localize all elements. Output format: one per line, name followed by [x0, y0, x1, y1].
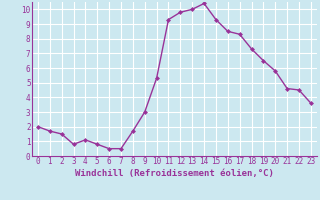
X-axis label: Windchill (Refroidissement éolien,°C): Windchill (Refroidissement éolien,°C) — [75, 169, 274, 178]
